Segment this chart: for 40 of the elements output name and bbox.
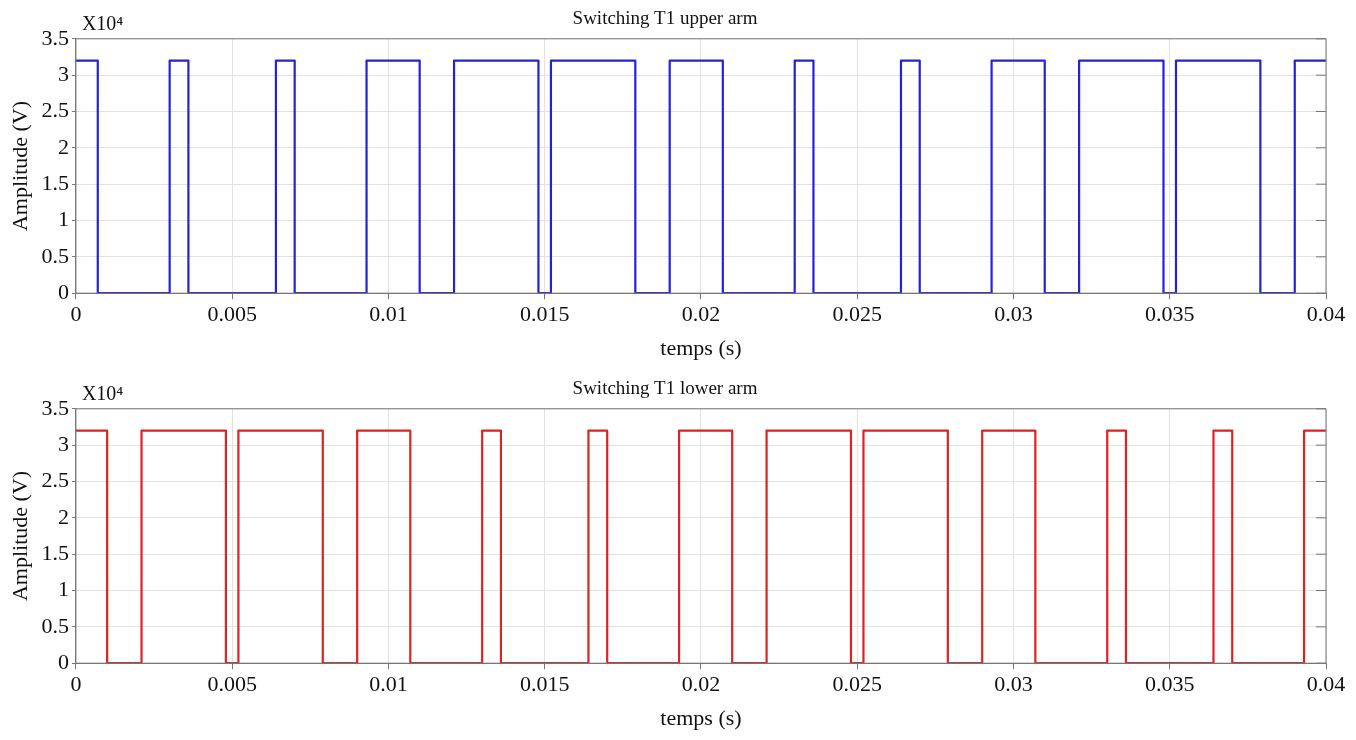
x-tick-label: 0.035: [1144, 671, 1195, 697]
x-tick-label: 0.025: [832, 671, 882, 697]
x-tick-label: 0.025: [832, 301, 882, 327]
y-tick-label: 2: [57, 133, 69, 159]
x-tick-label: 0.02: [681, 671, 721, 697]
y-tick-label: 0: [57, 278, 69, 304]
x-tick-label: 0.005: [207, 301, 257, 327]
x-tick-label: 0.04: [1306, 671, 1346, 697]
x-tick-label: 0.01: [369, 301, 408, 327]
y-tick-label: 1: [57, 206, 69, 232]
y-tick-label: 2.5: [41, 97, 69, 123]
x-tick-label: 0.01: [369, 671, 408, 697]
x-axis-title: temps (s): [660, 704, 742, 730]
text: X10⁴: [81, 12, 124, 35]
x-tick-label: 0.04: [1306, 301, 1346, 327]
y-tick-label: 2.5: [41, 467, 69, 493]
chart-title: Switching T1 lower arm: [572, 377, 758, 399]
x-tick-label: 0.03: [994, 671, 1033, 697]
y-axis-title: Amplitude (V): [6, 100, 32, 232]
y-axis-title: Amplitude (V): [6, 470, 32, 602]
x-tick-label: 0.02: [681, 301, 721, 327]
x-tick-label: 0.035: [1144, 301, 1195, 327]
x-tick-label: 0.03: [994, 301, 1033, 327]
y-tick-label: 1.5: [41, 539, 69, 565]
y-tick-label: 0: [57, 648, 69, 674]
y-tick-label: 3.5: [41, 24, 69, 50]
text: X10⁴: [81, 382, 124, 405]
x-axis-title: temps (s): [660, 334, 742, 360]
y-tick-label: 0.5: [41, 612, 69, 638]
y-tick-label: 1.5: [41, 169, 69, 195]
y-tick-label: 2: [57, 503, 69, 529]
x-tick-label: 0.005: [207, 671, 257, 697]
y-tick-label: 3.5: [41, 394, 69, 420]
y-tick-label: 1: [57, 576, 69, 602]
y-tick-label: 3: [57, 430, 69, 456]
x-tick-label: 0.015: [519, 301, 570, 327]
y-tick-label: 3: [57, 60, 69, 86]
x-tick-label: 0.015: [519, 671, 570, 697]
y-tick-label: 0.5: [41, 242, 69, 268]
chart-title: Switching T1 upper arm: [572, 7, 758, 29]
